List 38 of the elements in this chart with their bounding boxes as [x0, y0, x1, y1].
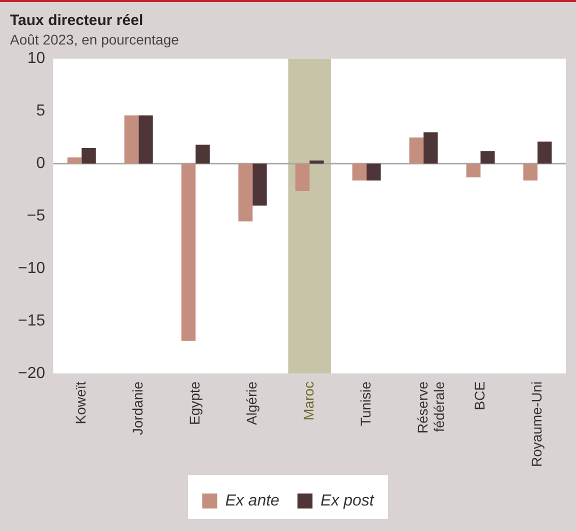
bar	[252, 164, 267, 206]
y-tick-label: 10	[27, 50, 46, 68]
bar	[366, 164, 381, 180]
bar	[523, 164, 538, 180]
bar	[196, 144, 210, 164]
bar	[466, 164, 481, 178]
bar	[352, 164, 367, 180]
y-tick-label: −10	[18, 260, 46, 277]
bar	[181, 164, 196, 341]
legend-label: Ex ante	[225, 492, 280, 510]
legend-label: Ex post	[320, 492, 374, 510]
x-tick-label: Tunisie	[357, 381, 374, 426]
bar	[480, 151, 495, 164]
x-tick-label: Algérie	[243, 381, 260, 426]
bar	[67, 157, 82, 164]
x-tick-label: Koweït	[72, 381, 88, 424]
y-tick-label: 0	[36, 155, 46, 172]
chart-subtitle: Août 2023, en pourcentage	[10, 31, 180, 48]
y-tick-label: −15	[18, 312, 46, 330]
bar	[238, 164, 253, 222]
bar	[310, 160, 324, 164]
x-tick-label: Egypte	[186, 381, 202, 426]
x-tick-label: Réserve fédérale	[414, 381, 448, 434]
chart-title: Taux directeur réel	[10, 12, 144, 30]
x-tick-label: Royaume-Uni	[528, 381, 544, 468]
y-tick-label: −20	[18, 364, 46, 382]
bar	[138, 115, 153, 164]
y-tick-label: 5	[36, 102, 46, 120]
x-tick-label: BCE	[471, 381, 488, 410]
bar	[82, 148, 96, 164]
bar	[295, 164, 310, 191]
x-tick-label: Jordanie	[129, 381, 146, 436]
bar	[124, 115, 139, 164]
bar	[538, 142, 552, 164]
bar	[424, 132, 438, 164]
y-tick-label: −5	[26, 208, 46, 225]
bar	[409, 137, 424, 164]
x-tick-label: Maroc	[300, 381, 316, 420]
